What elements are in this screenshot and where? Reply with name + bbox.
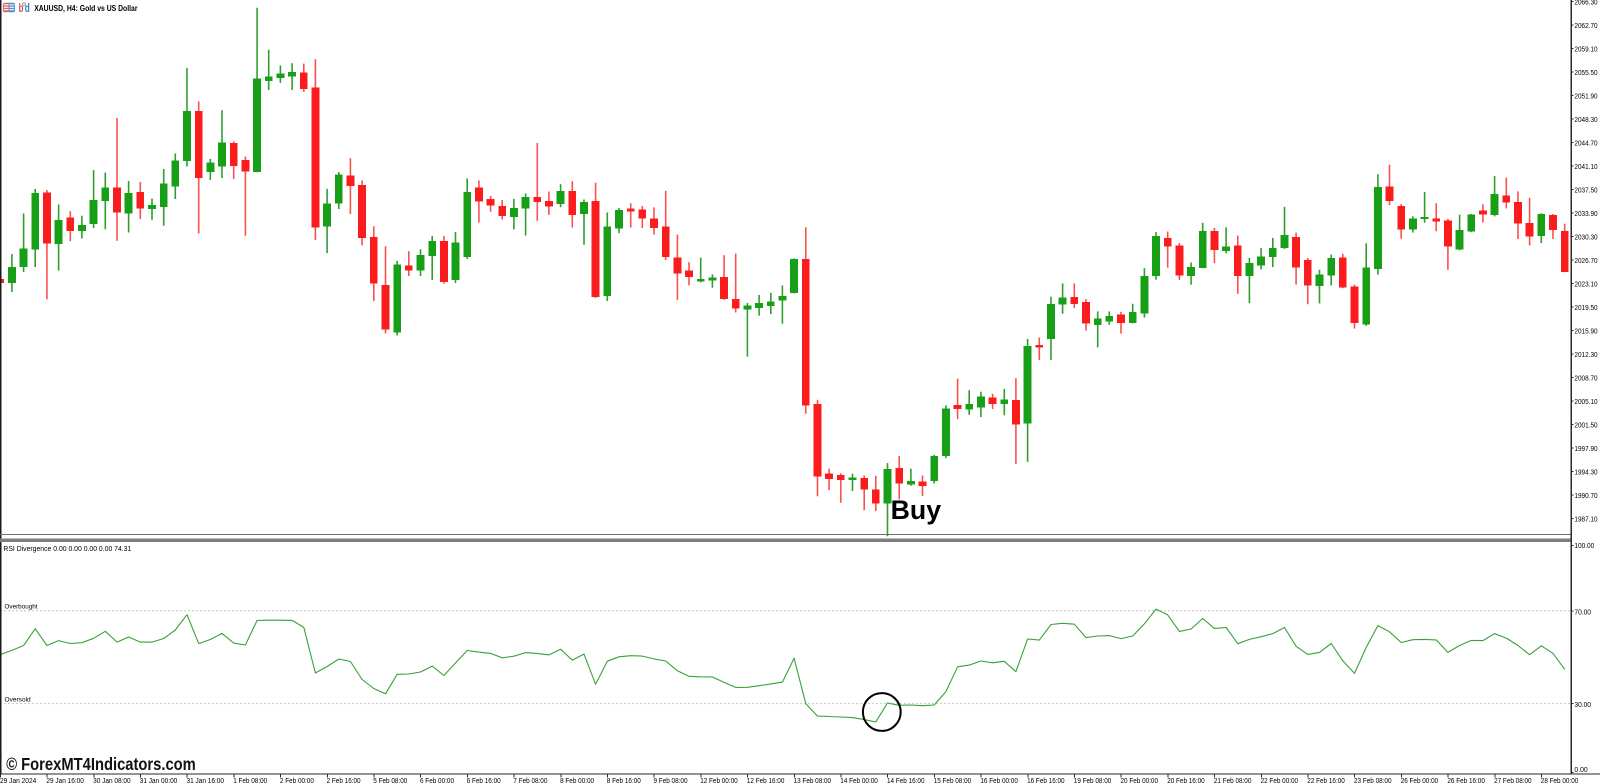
svg-text:12 Feb 16:00: 12 Feb 16:00	[747, 778, 785, 784]
svg-text:d: d	[25, 1, 30, 15]
svg-text:1 Feb 08:00: 1 Feb 08:00	[233, 778, 267, 784]
svg-text:2037.50: 2037.50	[1574, 187, 1597, 194]
svg-text:21 Feb 08:00: 21 Feb 08:00	[1214, 778, 1252, 784]
svg-text:13 Feb 08:00: 13 Feb 08:00	[794, 778, 832, 784]
svg-text:1990.70: 1990.70	[1574, 493, 1597, 500]
svg-text:14 Feb 00:00: 14 Feb 00:00	[840, 778, 878, 784]
svg-text:1987.10: 1987.10	[1574, 516, 1597, 523]
svg-text:16 Feb 00:00: 16 Feb 00:00	[980, 778, 1018, 784]
svg-text:Overbought: Overbought	[5, 604, 38, 611]
svg-text:20 Feb 00:00: 20 Feb 00:00	[1121, 778, 1159, 784]
svg-text:2055.50: 2055.50	[1574, 70, 1597, 77]
svg-text:2023.10: 2023.10	[1574, 281, 1597, 288]
svg-text:0.00: 0.00	[1574, 767, 1587, 774]
svg-text:30.00: 30.00	[1574, 702, 1591, 709]
svg-text:28 Feb 00:00: 28 Feb 00:00	[1541, 778, 1579, 784]
svg-text:12 Feb 00:00: 12 Feb 00:00	[700, 778, 738, 784]
svg-text:RSI Divergence 0.00 0.00 0.00: RSI Divergence 0.00 0.00 0.00 0.00 74.31	[3, 544, 131, 553]
svg-text:31 Jan 16:00: 31 Jan 16:00	[187, 778, 225, 784]
svg-text:20 Feb 16:00: 20 Feb 16:00	[1167, 778, 1205, 784]
svg-text:8 Feb 16:00: 8 Feb 16:00	[607, 778, 641, 784]
svg-text:22 Feb 00:00: 22 Feb 00:00	[1261, 778, 1299, 784]
svg-text:100.00: 100.00	[1574, 543, 1594, 550]
svg-text:16 Feb 16:00: 16 Feb 16:00	[1027, 778, 1065, 784]
svg-text:26 Feb 00:00: 26 Feb 00:00	[1401, 778, 1439, 784]
svg-text:70.00: 70.00	[1574, 610, 1591, 617]
svg-text:2066.30: 2066.30	[1574, 0, 1597, 6]
svg-text:1994.30: 1994.30	[1574, 469, 1597, 476]
svg-text:15 Feb 08:00: 15 Feb 08:00	[934, 778, 972, 784]
svg-text:9 Feb 08:00: 9 Feb 08:00	[654, 778, 688, 784]
svg-text:27 Feb 08:00: 27 Feb 08:00	[1494, 778, 1532, 784]
svg-text:14 Feb 16:00: 14 Feb 16:00	[887, 778, 925, 784]
svg-text:2008.70: 2008.70	[1574, 375, 1597, 382]
svg-text:19 Feb 08:00: 19 Feb 08:00	[1074, 778, 1112, 784]
svg-text:22 Feb 16:00: 22 Feb 16:00	[1307, 778, 1345, 784]
svg-text:© ForexMT4Indicators.com: © ForexMT4Indicators.com	[6, 754, 196, 774]
svg-text:2019.50: 2019.50	[1574, 305, 1597, 312]
svg-text:2033.90: 2033.90	[1574, 211, 1597, 218]
svg-text:Buy: Buy	[891, 495, 942, 525]
svg-text:2005.10: 2005.10	[1574, 399, 1597, 406]
svg-text:2001.50: 2001.50	[1574, 422, 1597, 429]
svg-text:2012.30: 2012.30	[1574, 352, 1597, 359]
svg-text:2059.10: 2059.10	[1574, 46, 1597, 53]
svg-text:2044.70: 2044.70	[1574, 140, 1597, 147]
svg-text:2051.90: 2051.90	[1574, 93, 1597, 100]
svg-text:29 Jan 2024: 29 Jan 2024	[0, 778, 36, 784]
svg-text:26 Feb 16:00: 26 Feb 16:00	[1447, 778, 1485, 784]
svg-text:2 Feb 00:00: 2 Feb 00:00	[280, 778, 314, 784]
svg-text:2062.70: 2062.70	[1574, 23, 1597, 30]
svg-text:XAUUSD, H4: Gold vs US Dollar: XAUUSD, H4: Gold vs US Dollar	[34, 3, 138, 13]
svg-text:6 Feb 00:00: 6 Feb 00:00	[420, 778, 454, 784]
svg-text:2041.10: 2041.10	[1574, 164, 1597, 171]
svg-text:8 Feb 00:00: 8 Feb 00:00	[560, 778, 594, 784]
svg-text:29 Jan 16:00: 29 Jan 16:00	[46, 778, 84, 784]
svg-text:Oversold: Oversold	[5, 697, 32, 704]
svg-text:23 Feb 08:00: 23 Feb 08:00	[1354, 778, 1392, 784]
svg-text:1997.90: 1997.90	[1574, 446, 1597, 453]
svg-text:2048.30: 2048.30	[1574, 117, 1597, 124]
svg-text:5 Feb 08:00: 5 Feb 08:00	[373, 778, 407, 784]
svg-text:30 Jan 08:00: 30 Jan 08:00	[93, 778, 131, 784]
svg-text:2026.70: 2026.70	[1574, 258, 1597, 265]
svg-text:2015.90: 2015.90	[1574, 328, 1597, 335]
svg-text:6 Feb 16:00: 6 Feb 16:00	[467, 778, 501, 784]
svg-text:2 Feb 16:00: 2 Feb 16:00	[327, 778, 361, 784]
svg-text:b: b	[19, 1, 24, 15]
svg-text:31 Jan 00:00: 31 Jan 00:00	[140, 778, 178, 784]
svg-text:7 Feb 08:00: 7 Feb 08:00	[513, 778, 547, 784]
svg-text:2030.30: 2030.30	[1574, 234, 1597, 241]
